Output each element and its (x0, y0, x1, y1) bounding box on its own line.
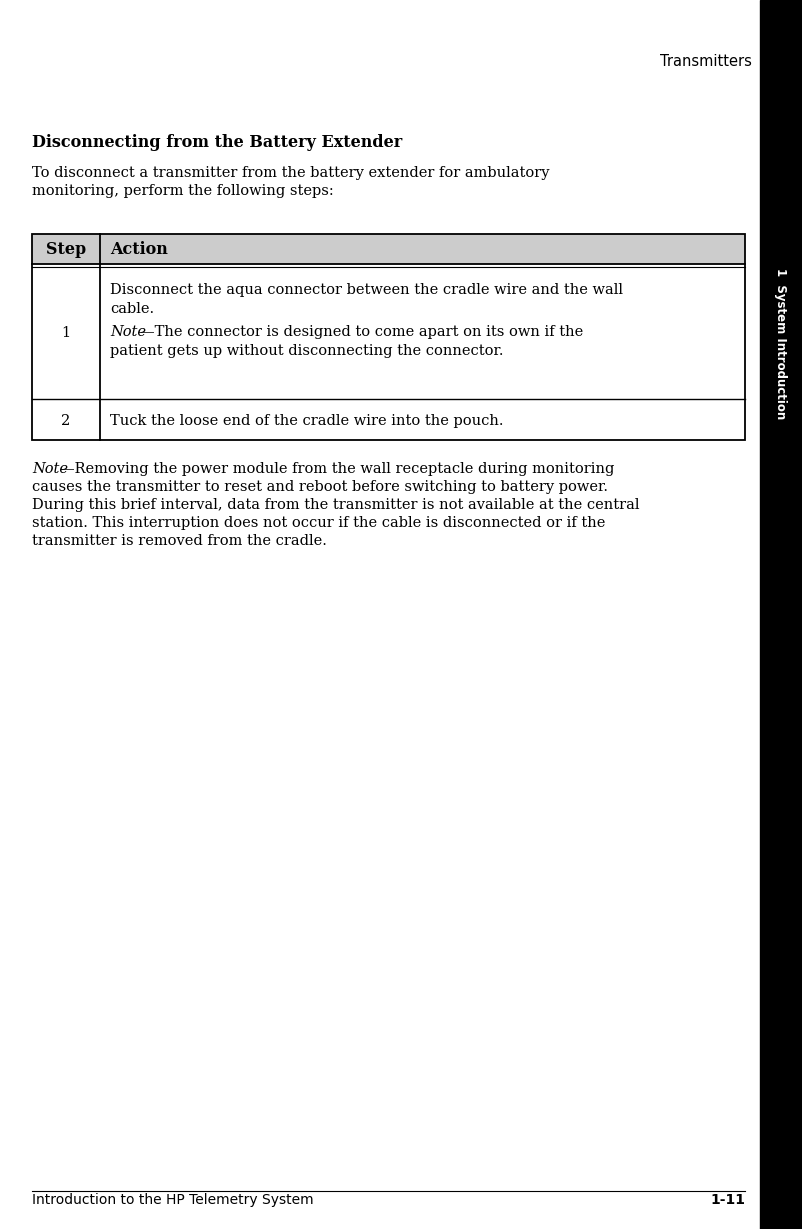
Text: Tuck the loose end of the cradle wire into the pouch.: Tuck the loose end of the cradle wire in… (110, 414, 504, 428)
Text: To disconnect a transmitter from the battery extender for ambulatory: To disconnect a transmitter from the bat… (32, 166, 549, 179)
Text: transmitter is removed from the cradle.: transmitter is removed from the cradle. (32, 533, 327, 548)
Text: Note: Note (32, 462, 68, 476)
Text: —Removing the power module from the wall receptacle during monitoring: —Removing the power module from the wall… (60, 462, 614, 476)
Text: —The connector is designed to come apart on its own if the: —The connector is designed to come apart… (140, 324, 583, 339)
Text: Disconnect the aqua connector between the cradle wire and the wall: Disconnect the aqua connector between th… (110, 283, 623, 297)
Text: 1: 1 (62, 326, 71, 340)
Bar (32, 234, 745, 264)
Text: cable.: cable. (110, 302, 154, 316)
Bar (760, 0, 802, 1229)
Text: 1  System Introduction: 1 System Introduction (775, 268, 788, 420)
Text: causes the transmitter to reset and reboot before switching to battery power.: causes the transmitter to reset and rebo… (32, 481, 608, 494)
Text: 2: 2 (62, 414, 71, 428)
Text: station. This interruption does not occur if the cable is disconnected or if the: station. This interruption does not occu… (32, 516, 606, 530)
Text: monitoring, perform the following steps:: monitoring, perform the following steps: (32, 184, 334, 198)
Text: Action: Action (110, 241, 168, 258)
Bar (32, 234, 745, 440)
Text: Disconnecting from the Battery Extender: Disconnecting from the Battery Extender (32, 134, 403, 151)
Text: Note: Note (110, 324, 146, 339)
Text: Transmitters: Transmitters (660, 54, 752, 69)
Text: Step: Step (46, 241, 86, 258)
Text: During this brief interval, data from the transmitter is not available at the ce: During this brief interval, data from th… (32, 498, 639, 512)
Text: 1-11: 1-11 (710, 1193, 745, 1207)
Text: patient gets up without disconnecting the connector.: patient gets up without disconnecting th… (110, 344, 504, 358)
Text: Introduction to the HP Telemetry System: Introduction to the HP Telemetry System (32, 1193, 314, 1207)
